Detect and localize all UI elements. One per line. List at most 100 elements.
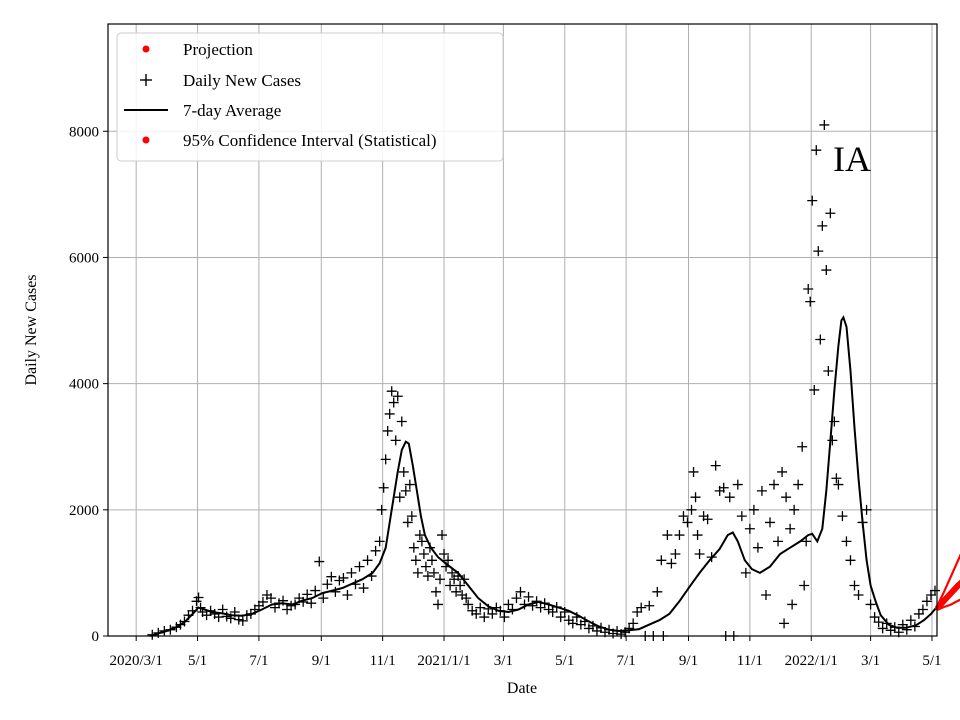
projection-series — [935, 579, 960, 611]
daily-case-marker — [499, 612, 510, 623]
daily-case-marker — [752, 542, 763, 553]
daily-case-marker — [495, 605, 506, 616]
daily-case-marker — [678, 511, 689, 522]
daily-case-marker — [535, 602, 546, 613]
daily-case-marker — [159, 625, 170, 636]
daily-case-marker — [519, 599, 530, 610]
daily-case-marker — [396, 416, 407, 427]
daily-case-marker — [183, 610, 194, 621]
daily-case-marker — [785, 523, 796, 534]
daily-case-marker — [628, 618, 639, 629]
daily-case-marker — [402, 517, 413, 528]
daily-case-marker — [555, 612, 566, 623]
daily-case-marker — [692, 530, 703, 541]
daily-case-marker — [515, 586, 526, 597]
daily-case-marker — [805, 296, 816, 307]
y-tick-label: 8000 — [69, 124, 99, 140]
daily-case-marker — [147, 629, 158, 640]
daily-case-marker — [686, 504, 697, 515]
daily-case-marker — [833, 479, 844, 490]
daily-case-marker — [412, 567, 423, 578]
daily-case-marker — [803, 283, 814, 294]
daily-case-marker — [187, 605, 198, 616]
daily-case-marker — [813, 246, 824, 257]
daily-case-marker — [274, 598, 285, 609]
daily-case-marker — [358, 583, 369, 594]
confidence-interval-line — [937, 553, 960, 605]
daily-case-marker — [384, 408, 395, 419]
daily-case-marker — [420, 561, 431, 572]
daily-case-marker — [455, 580, 466, 591]
daily-case-marker — [221, 611, 232, 622]
legend-box — [116, 32, 504, 162]
daily-case-marker — [201, 610, 212, 621]
daily-case-marker — [917, 604, 928, 615]
daily-case-marker — [330, 586, 341, 597]
x-tick-label: 7/1 — [617, 653, 636, 669]
daily-case-marker — [435, 574, 446, 585]
projection-line — [935, 579, 960, 611]
daily-case-marker — [845, 555, 856, 566]
daily-case-marker — [797, 441, 808, 452]
daily-case-marker — [483, 603, 494, 614]
daily-case-marker — [694, 548, 705, 559]
daily-case-marker — [342, 589, 353, 600]
daily-case-marker — [406, 511, 417, 522]
y-tick-label: 0 — [92, 629, 100, 645]
daily-case-marker — [809, 384, 820, 395]
daily-case-marker — [453, 571, 464, 582]
daily-case-marker — [811, 145, 822, 156]
daily-case-marker — [392, 391, 403, 402]
daily-case-marker — [929, 585, 940, 596]
daily-case-marker — [523, 591, 534, 602]
daily-case-marker — [579, 616, 590, 627]
daily-case-marker — [881, 618, 892, 629]
daily-case-marker — [479, 612, 490, 623]
daily-case-marker — [636, 602, 647, 613]
daily-case-marker — [909, 621, 920, 632]
daily-case-marker — [418, 548, 429, 559]
daily-case-marker — [905, 615, 916, 626]
legend: Projection Daily New Cases 7-day Average… — [116, 32, 504, 162]
daily-case-marker — [370, 545, 381, 556]
daily-case-marker — [632, 607, 643, 618]
daily-case-marker — [861, 504, 872, 515]
daily-case-marker — [889, 622, 900, 633]
daily-case-marker — [225, 613, 236, 624]
legend-label-daily: Daily New Cases — [183, 71, 301, 90]
daily-case-marker — [769, 479, 780, 490]
x-tick-label: 2021/1/1 — [417, 653, 470, 669]
daily-case-marker — [165, 624, 176, 635]
x-tick-label: 9/1 — [312, 653, 331, 669]
daily-case-marker — [302, 589, 313, 600]
daily-case-marker — [756, 485, 767, 496]
daily-case-marker — [740, 567, 751, 578]
daily-case-marker — [551, 601, 562, 612]
daily-case-marker — [382, 425, 393, 436]
daily-case-marker — [897, 619, 908, 630]
daily-new-cases-series — [147, 119, 940, 641]
daily-case-marker — [817, 220, 828, 231]
daily-case-marker — [841, 536, 852, 547]
daily-case-marker — [913, 608, 924, 619]
daily-case-marker — [656, 555, 667, 566]
daily-case-marker — [583, 623, 594, 634]
daily-case-marker — [779, 618, 790, 629]
daily-case-marker — [416, 536, 427, 547]
daily-case-marker — [777, 466, 788, 477]
daily-case-marker — [459, 574, 470, 585]
daily-case-marker — [400, 485, 411, 496]
daily-case-marker — [171, 622, 182, 633]
daily-case-marker — [829, 416, 840, 427]
daily-case-marker — [426, 555, 437, 566]
x-tick-label: 7/1 — [249, 653, 268, 669]
daily-case-marker — [732, 479, 743, 490]
daily-case-marker — [764, 517, 775, 528]
daily-case-marker — [461, 593, 472, 604]
confidence-interval-series — [937, 553, 960, 611]
x-tick-label: 9/1 — [679, 653, 698, 669]
daily-case-marker — [179, 616, 190, 627]
daily-case-marker — [511, 593, 522, 604]
daily-case-marker — [388, 397, 399, 408]
